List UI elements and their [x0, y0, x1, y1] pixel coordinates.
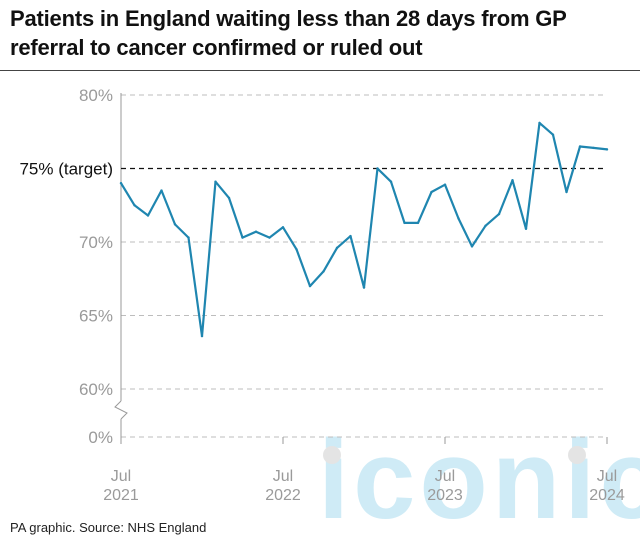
data-point [268, 236, 271, 239]
y-tick-label: 60% [79, 380, 113, 399]
y-tick-label: 80% [79, 86, 113, 105]
data-point [470, 245, 474, 248]
x-tick-year: 2024 [589, 487, 625, 504]
data-point [133, 204, 136, 207]
watermark-dot-right [568, 446, 586, 464]
data-point [281, 226, 285, 229]
x-tick-year: 2021 [103, 487, 139, 504]
x-tick-month: Jul [597, 468, 617, 485]
data-point [484, 224, 487, 228]
x-tick-year: 2023 [427, 487, 463, 504]
data-point [578, 145, 582, 148]
y-tick-label: 70% [79, 233, 113, 252]
series-line [119, 121, 609, 338]
x-tick-month: Jul [435, 468, 455, 485]
x-tick-month: Jul [273, 468, 293, 485]
data-point [241, 236, 244, 239]
data-point [187, 236, 190, 239]
title-divider [0, 70, 640, 71]
watermark-dot-left [323, 446, 341, 464]
data-point [376, 167, 379, 170]
data-point [119, 182, 123, 185]
x-tick-labels: Jul 2021 Jul 2022 Jul 2023 Jul 2024 [103, 437, 625, 504]
data-point [200, 334, 204, 338]
data-point [592, 146, 595, 150]
watermark-text: iconic [318, 417, 640, 542]
data-point [322, 270, 325, 273]
series-line-group [119, 121, 609, 338]
data-point [173, 223, 177, 226]
data-point [511, 179, 514, 182]
y-tick-label: 0% [88, 428, 113, 447]
y-axis-break [114, 400, 128, 420]
data-point [457, 217, 460, 220]
data-point [308, 284, 312, 288]
source-note: PA graphic. Source: NHS England [10, 520, 207, 535]
x-tick-year: 2022 [265, 487, 301, 504]
data-point [403, 221, 406, 225]
data-point [565, 190, 568, 194]
data-point [538, 121, 541, 125]
y-tick-label: 65% [79, 307, 113, 326]
gridlines [121, 94, 607, 438]
data-point [430, 190, 433, 194]
data-point [497, 212, 501, 216]
x-tick-month: Jul [111, 468, 131, 485]
data-point [362, 286, 366, 289]
watermark: iconic [318, 417, 640, 542]
target-label: 75% (target) [19, 160, 113, 179]
data-point [214, 180, 217, 183]
data-point [160, 189, 163, 192]
data-point [254, 230, 258, 233]
data-point [335, 246, 339, 250]
data-point [551, 133, 555, 136]
data-point [443, 183, 447, 186]
data-point [605, 148, 609, 151]
data-point [227, 196, 231, 200]
y-axis [114, 93, 128, 437]
data-point [295, 248, 298, 251]
data-point [389, 180, 393, 183]
data-point [524, 227, 528, 230]
data-point [146, 214, 150, 217]
y-tick-labels: 80% 75% (target) 70% 65% 60% 0% [19, 86, 113, 447]
data-point [349, 234, 352, 238]
data-point [416, 221, 420, 225]
chart-title: Patients in England waiting less than 28… [10, 6, 567, 60]
